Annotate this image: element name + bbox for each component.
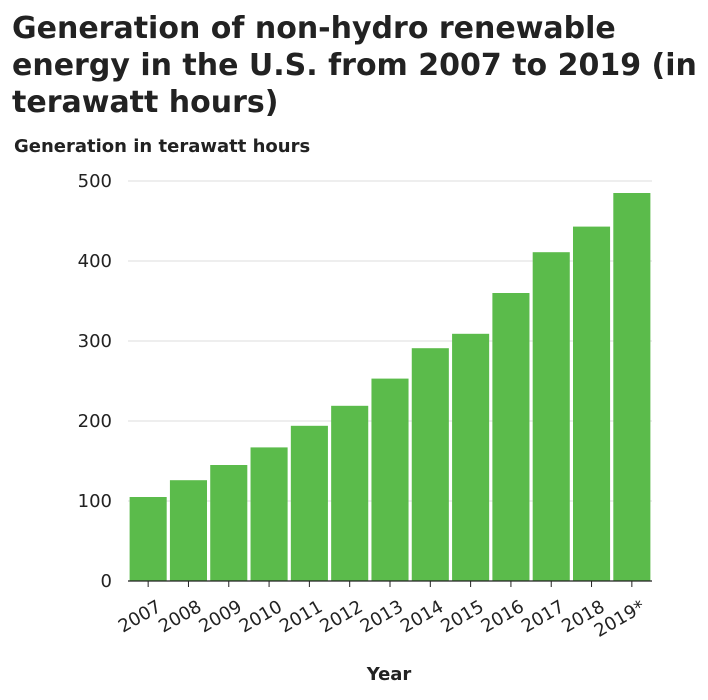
bar-2011 xyxy=(290,425,328,581)
x-axis-label: Year xyxy=(366,664,412,685)
bar-2010 xyxy=(250,447,288,581)
y-tick-label-300: 300 xyxy=(78,331,112,352)
bar-2008 xyxy=(169,480,208,581)
y-axis-label: Generation in terawatt hours xyxy=(14,136,311,157)
chart-title: Generation of non-hydro renewable energy… xyxy=(12,11,697,120)
bar-2019 xyxy=(613,193,651,581)
x-tick-labels: 2007200820092010201120122013201420152016… xyxy=(115,596,649,642)
axes xyxy=(128,580,652,587)
bar-2018 xyxy=(572,226,611,581)
y-tick-label-200: 200 xyxy=(78,411,112,432)
bar-2015 xyxy=(452,333,490,581)
y-tick-label-100: 100 xyxy=(78,491,112,512)
bar-2014 xyxy=(411,348,449,581)
y-tick-labels: 0 100 200 300 400 500 xyxy=(78,171,112,592)
bar-2007 xyxy=(129,497,167,581)
bars xyxy=(129,193,651,581)
bar-2013 xyxy=(371,378,409,581)
bar-2012 xyxy=(331,405,369,581)
bar-2016 xyxy=(492,293,530,581)
bar-2009 xyxy=(210,465,248,581)
y-tick-label-400: 400 xyxy=(78,251,112,272)
y-tick-label-0: 0 xyxy=(101,571,112,592)
bar-2017 xyxy=(532,252,570,581)
y-tick-label-500: 500 xyxy=(78,171,112,192)
